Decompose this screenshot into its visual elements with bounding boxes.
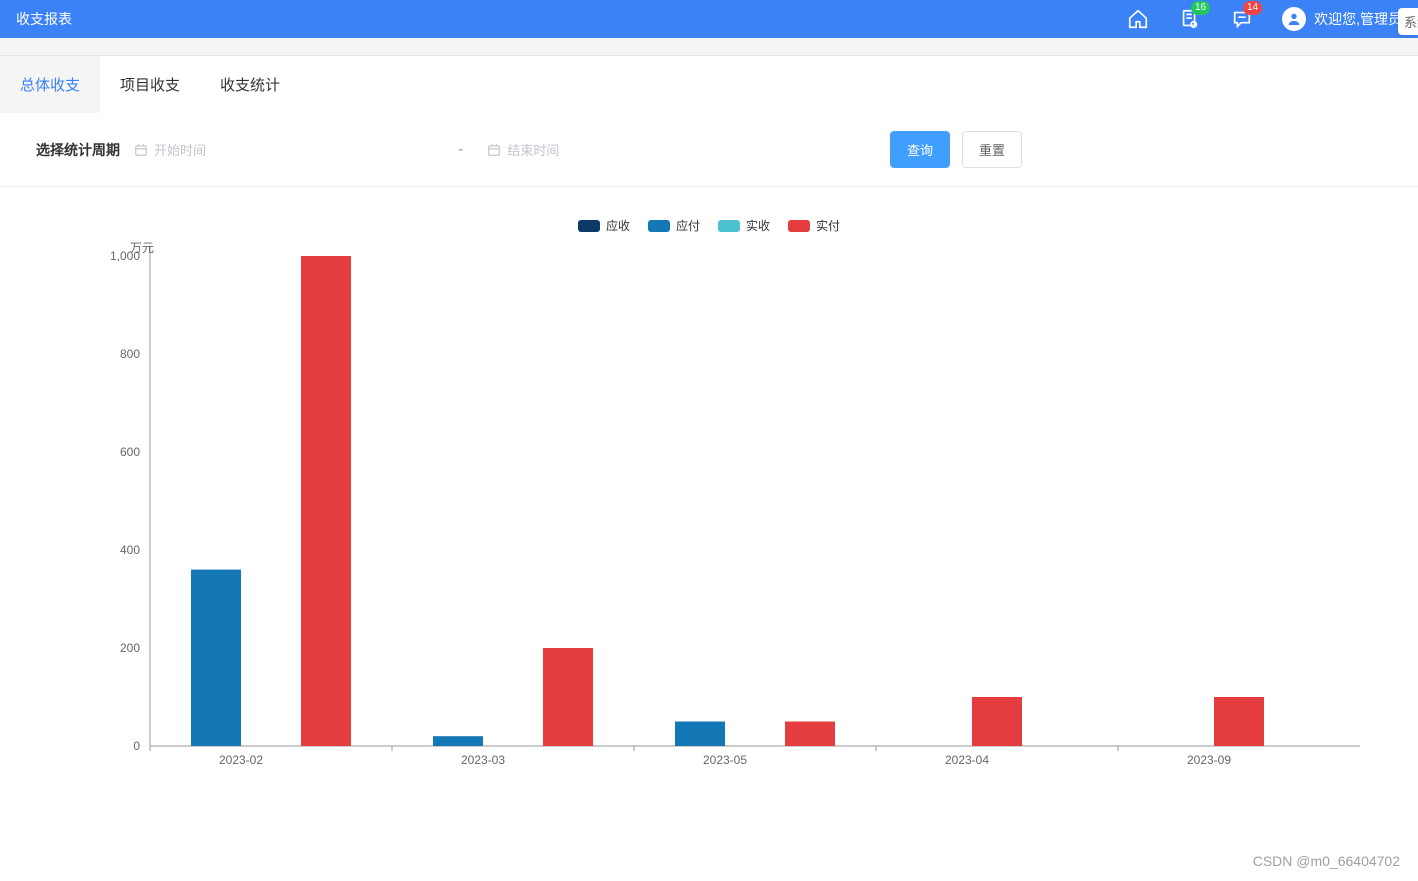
svg-text:0: 0 xyxy=(133,739,140,753)
user-menu[interactable]: 欢迎您,管理员 xyxy=(1282,7,1402,31)
y-axis-unit: 万元 xyxy=(130,239,154,256)
tab-stats[interactable]: 收支统计 xyxy=(200,56,300,113)
document-icon[interactable]: 16 xyxy=(1178,7,1202,31)
svg-text:800: 800 xyxy=(120,347,140,361)
chart-area: 应收 应付 实收 实付 万元 02004006008001,0002023-02… xyxy=(0,187,1418,796)
doc-badge: 16 xyxy=(1191,1,1210,15)
svg-text:400: 400 xyxy=(120,543,140,557)
legend-swatch xyxy=(578,220,600,232)
svg-text:200: 200 xyxy=(120,641,140,655)
svg-text:2023-09: 2023-09 xyxy=(1187,753,1231,767)
subheader-strip xyxy=(0,38,1418,56)
svg-text:2023-04: 2023-04 xyxy=(945,753,989,767)
chart-legend: 应收 应付 实收 实付 xyxy=(40,217,1378,234)
tab-overall[interactable]: 总体收支 xyxy=(0,56,100,113)
reset-button[interactable]: 重置 xyxy=(962,131,1022,168)
legend-label: 应付 xyxy=(676,217,700,234)
end-date-input[interactable]: 结束时间 xyxy=(487,140,787,159)
svg-text:2023-03: 2023-03 xyxy=(461,753,505,767)
watermark: CSDN @m0_66404702 xyxy=(1253,853,1400,869)
end-date-placeholder: 结束时间 xyxy=(507,140,559,159)
legend-label: 应收 xyxy=(606,217,630,234)
start-date-input[interactable]: 开始时间 xyxy=(134,140,434,159)
tabs-bar: 总体收支 项目收支 收支统计 xyxy=(0,56,1418,113)
calendar-icon xyxy=(134,143,148,157)
filter-label: 选择统计周期 xyxy=(36,140,120,160)
legend-item-2[interactable]: 实收 xyxy=(718,217,770,234)
tab-project[interactable]: 项目收支 xyxy=(100,56,200,113)
message-icon[interactable]: 14 xyxy=(1230,7,1254,31)
legend-swatch xyxy=(648,220,670,232)
legend-item-3[interactable]: 实付 xyxy=(788,217,840,234)
header-right: 16 14 欢迎您,管理员 xyxy=(1126,7,1402,31)
user-greeting: 欢迎您,管理员 xyxy=(1314,9,1402,29)
svg-text:2023-05: 2023-05 xyxy=(703,753,747,767)
header-bar: 收支报表 16 14 xyxy=(0,0,1418,38)
home-icon[interactable] xyxy=(1126,7,1150,31)
svg-text:600: 600 xyxy=(120,445,140,459)
legend-item-0[interactable]: 应收 xyxy=(578,217,630,234)
msg-badge: 14 xyxy=(1243,1,1262,15)
legend-label: 实收 xyxy=(746,217,770,234)
date-separator: - xyxy=(458,141,463,159)
filter-buttons: 查询 重置 xyxy=(890,131,1022,168)
legend-item-1[interactable]: 应付 xyxy=(648,217,700,234)
legend-label: 实付 xyxy=(816,217,840,234)
calendar-icon xyxy=(487,143,501,157)
legend-swatch xyxy=(788,220,810,232)
page-title: 收支报表 xyxy=(16,9,72,29)
svg-text:2023-02: 2023-02 xyxy=(219,753,263,767)
avatar-icon xyxy=(1282,7,1306,31)
start-date-placeholder: 开始时间 xyxy=(154,140,206,159)
legend-swatch xyxy=(718,220,740,232)
query-button[interactable]: 查询 xyxy=(890,131,950,168)
system-button[interactable]: 系统 xyxy=(1398,8,1418,35)
bar-chart: 02004006008001,0002023-022023-032023-052… xyxy=(100,246,1360,796)
filter-row: 选择统计周期 开始时间 - 结束时间 查询 重置 xyxy=(0,113,1418,187)
